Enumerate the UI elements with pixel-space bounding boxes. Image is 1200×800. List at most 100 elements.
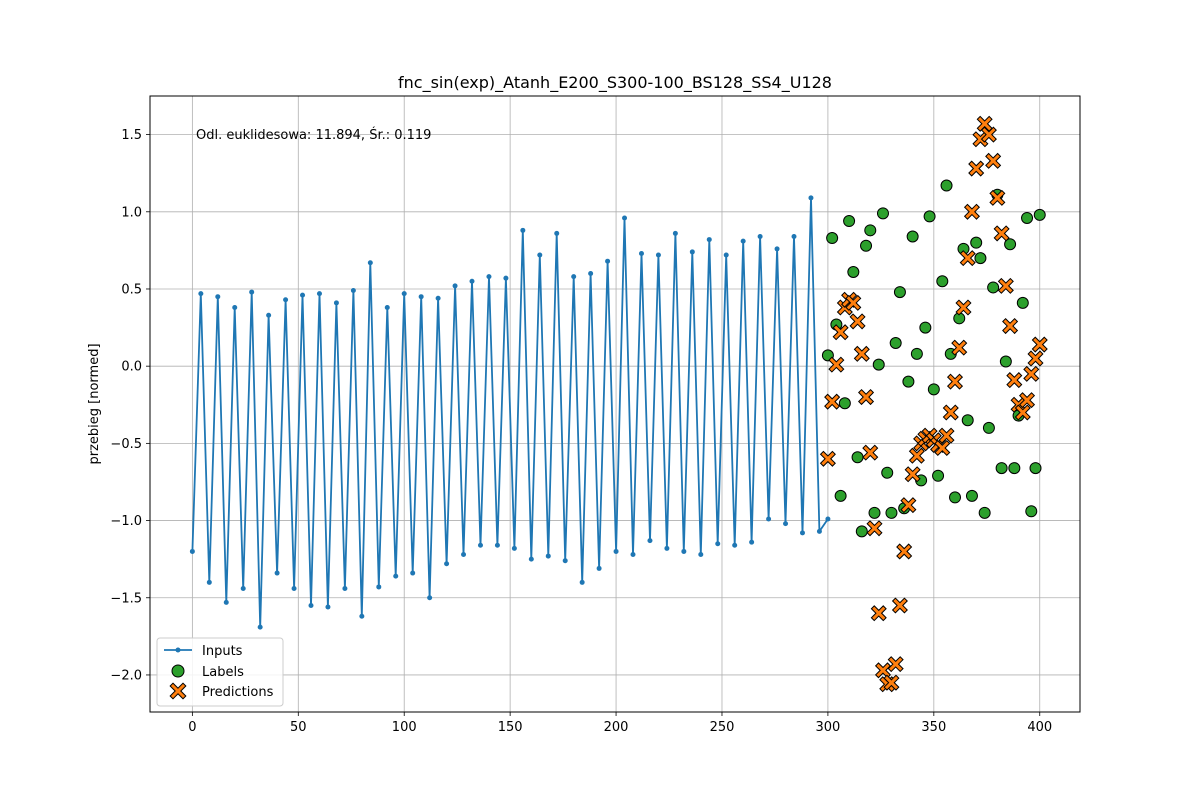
predictions-point-fill (999, 279, 1013, 293)
predictions-point (972, 131, 989, 148)
labels-point (995, 462, 1008, 475)
labels-point (889, 337, 902, 350)
legend-inputs-marker (175, 647, 181, 653)
labels-point (1004, 238, 1017, 251)
inputs-point (689, 249, 695, 255)
predictions-point-fill (872, 606, 886, 620)
inputs-point (206, 579, 212, 585)
predictions-point-fill (973, 132, 988, 146)
labels-point (999, 355, 1012, 368)
predictions-point (896, 543, 913, 560)
labels-point (982, 421, 995, 434)
predictions-point (959, 250, 976, 267)
inputs-point (655, 252, 661, 258)
inputs-point (300, 292, 306, 298)
predictions-point-fill (1007, 373, 1021, 387)
inputs-point (240, 585, 246, 591)
labels-point (1008, 462, 1021, 475)
inputs-point (774, 246, 780, 252)
inputs-point (537, 252, 543, 258)
labels-point (902, 375, 915, 388)
labels-point (1016, 296, 1029, 309)
inputs-point (588, 271, 594, 277)
predictions-point (870, 605, 887, 622)
legend-box (156, 637, 284, 707)
x-tick-label: 250 (710, 720, 735, 735)
inputs-point (749, 539, 755, 545)
predictions-point (891, 597, 908, 614)
inputs-point (630, 552, 636, 558)
labels-point (1033, 208, 1046, 221)
predictions-point-fill (910, 449, 924, 463)
series-predictions (819, 115, 1048, 693)
predictions-point-fill (829, 358, 843, 372)
labels-point (868, 506, 881, 519)
predictions-point (824, 393, 841, 410)
predictions-point-fill (994, 226, 1009, 241)
inputs-point (528, 556, 534, 562)
inputs-point (316, 291, 322, 297)
labels-point (910, 347, 923, 360)
inputs-point (545, 553, 551, 559)
predictions-point-fill (990, 191, 1005, 205)
inputs-point (783, 521, 789, 527)
predictions-point (1031, 336, 1048, 353)
predictions-point (904, 466, 921, 483)
inputs-point (359, 613, 365, 619)
legend-labels-label: Labels (202, 665, 244, 680)
predictions-point (951, 339, 968, 356)
predictions-point (946, 373, 964, 390)
x-tick-label: 300 (815, 720, 840, 735)
y-tick-label: 0.5 (121, 282, 142, 297)
predictions-point (942, 404, 959, 421)
labels-point (974, 252, 987, 265)
inputs-point (376, 584, 382, 590)
predictions-point (1019, 392, 1036, 409)
metric-annotation: Odl. euklidesowa: 11.894, Śr.: 0.119 (196, 127, 431, 143)
y-axis-ticks: −2.0 −1.5 −1.0 −0.5 0.0 0.5 1.0 1.5 (110, 128, 150, 683)
inputs-point (401, 291, 407, 297)
inputs-point (579, 579, 585, 585)
inputs-point (350, 288, 356, 294)
inputs-point (825, 516, 831, 522)
inputs-point (427, 595, 433, 601)
legend: Inputs Labels Predictions (156, 637, 284, 707)
predictions-point (819, 450, 836, 467)
inputs-point (808, 195, 814, 201)
labels-point (978, 506, 991, 519)
labels-point (876, 207, 889, 220)
y-axis-label: przebieg [normed] (87, 343, 102, 464)
inputs-point (452, 283, 458, 289)
predictions-point-fill (952, 341, 966, 355)
inputs-point (715, 541, 721, 547)
labels-point (965, 489, 978, 502)
inputs-point (757, 233, 763, 239)
predictions-point-fill (1024, 367, 1038, 381)
axes-frame (149, 95, 1081, 713)
inputs-point (681, 548, 687, 554)
predictions-point (938, 427, 955, 444)
inputs-point (605, 258, 611, 264)
inputs-point (257, 624, 263, 630)
inputs-point (308, 602, 314, 608)
legend-predictions-label: Predictions (202, 685, 274, 700)
inputs-point (554, 230, 560, 236)
inputs-point (672, 230, 678, 236)
predictions-point-fill (935, 441, 949, 455)
predictions-point (1027, 350, 1044, 367)
predictions-point-fill (906, 467, 920, 481)
x-tick-label: 100 (392, 720, 417, 735)
predictions-point (900, 497, 917, 514)
labels-point (847, 266, 860, 278)
inputs-point (732, 542, 738, 548)
predictions-point (955, 299, 972, 316)
inputs-point (664, 545, 670, 551)
labels-point (1029, 462, 1042, 475)
predictions-point (858, 389, 875, 406)
y-tick-label: −0.5 (110, 437, 142, 452)
y-tick-label: −2.0 (110, 668, 142, 683)
predictions-point-fill (846, 296, 860, 310)
legend-item-inputs: Inputs (164, 644, 243, 659)
x-tick-label: 400 (1027, 720, 1052, 735)
predictions-point (908, 447, 925, 464)
